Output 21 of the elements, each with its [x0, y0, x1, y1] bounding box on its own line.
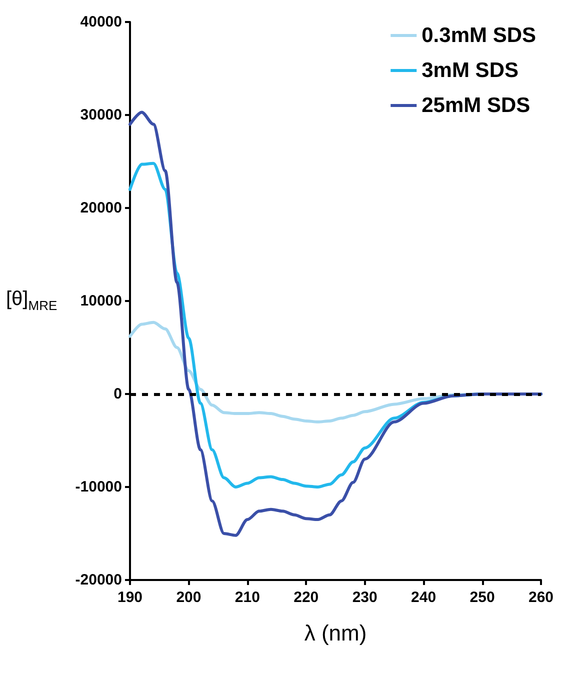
y-tick-label: 0: [114, 386, 122, 402]
legend-label: 0.3mM SDS: [422, 24, 536, 47]
x-tick-label: 250: [470, 589, 495, 606]
y-axis-title: [θ]$_{MRE}$: [6, 288, 58, 313]
x-tick-label: 230: [352, 589, 378, 606]
x-tick-label: 190: [117, 589, 143, 606]
y-tick-label: -20000: [75, 572, 122, 588]
x-tick-label: 260: [528, 589, 554, 606]
y-tick-label: 20000: [80, 200, 122, 216]
x-axis-title: λ (nm): [304, 620, 367, 646]
x-tick-label: 200: [176, 589, 202, 606]
x-tick-label: 210: [234, 589, 260, 606]
x-tick-label: 240: [411, 589, 436, 606]
y-tick-label: 30000: [80, 106, 122, 124]
legend-label: 3mM SDS: [422, 59, 518, 82]
y-tick-label: 40000: [80, 14, 122, 30]
line-series: [128, 110, 542, 537]
legend-label: 25mM SDS: [422, 94, 530, 117]
y-tick-label: 10000: [80, 292, 122, 310]
x-tick-label: 220: [294, 589, 319, 606]
y-tick-label: -10000: [75, 478, 122, 496]
